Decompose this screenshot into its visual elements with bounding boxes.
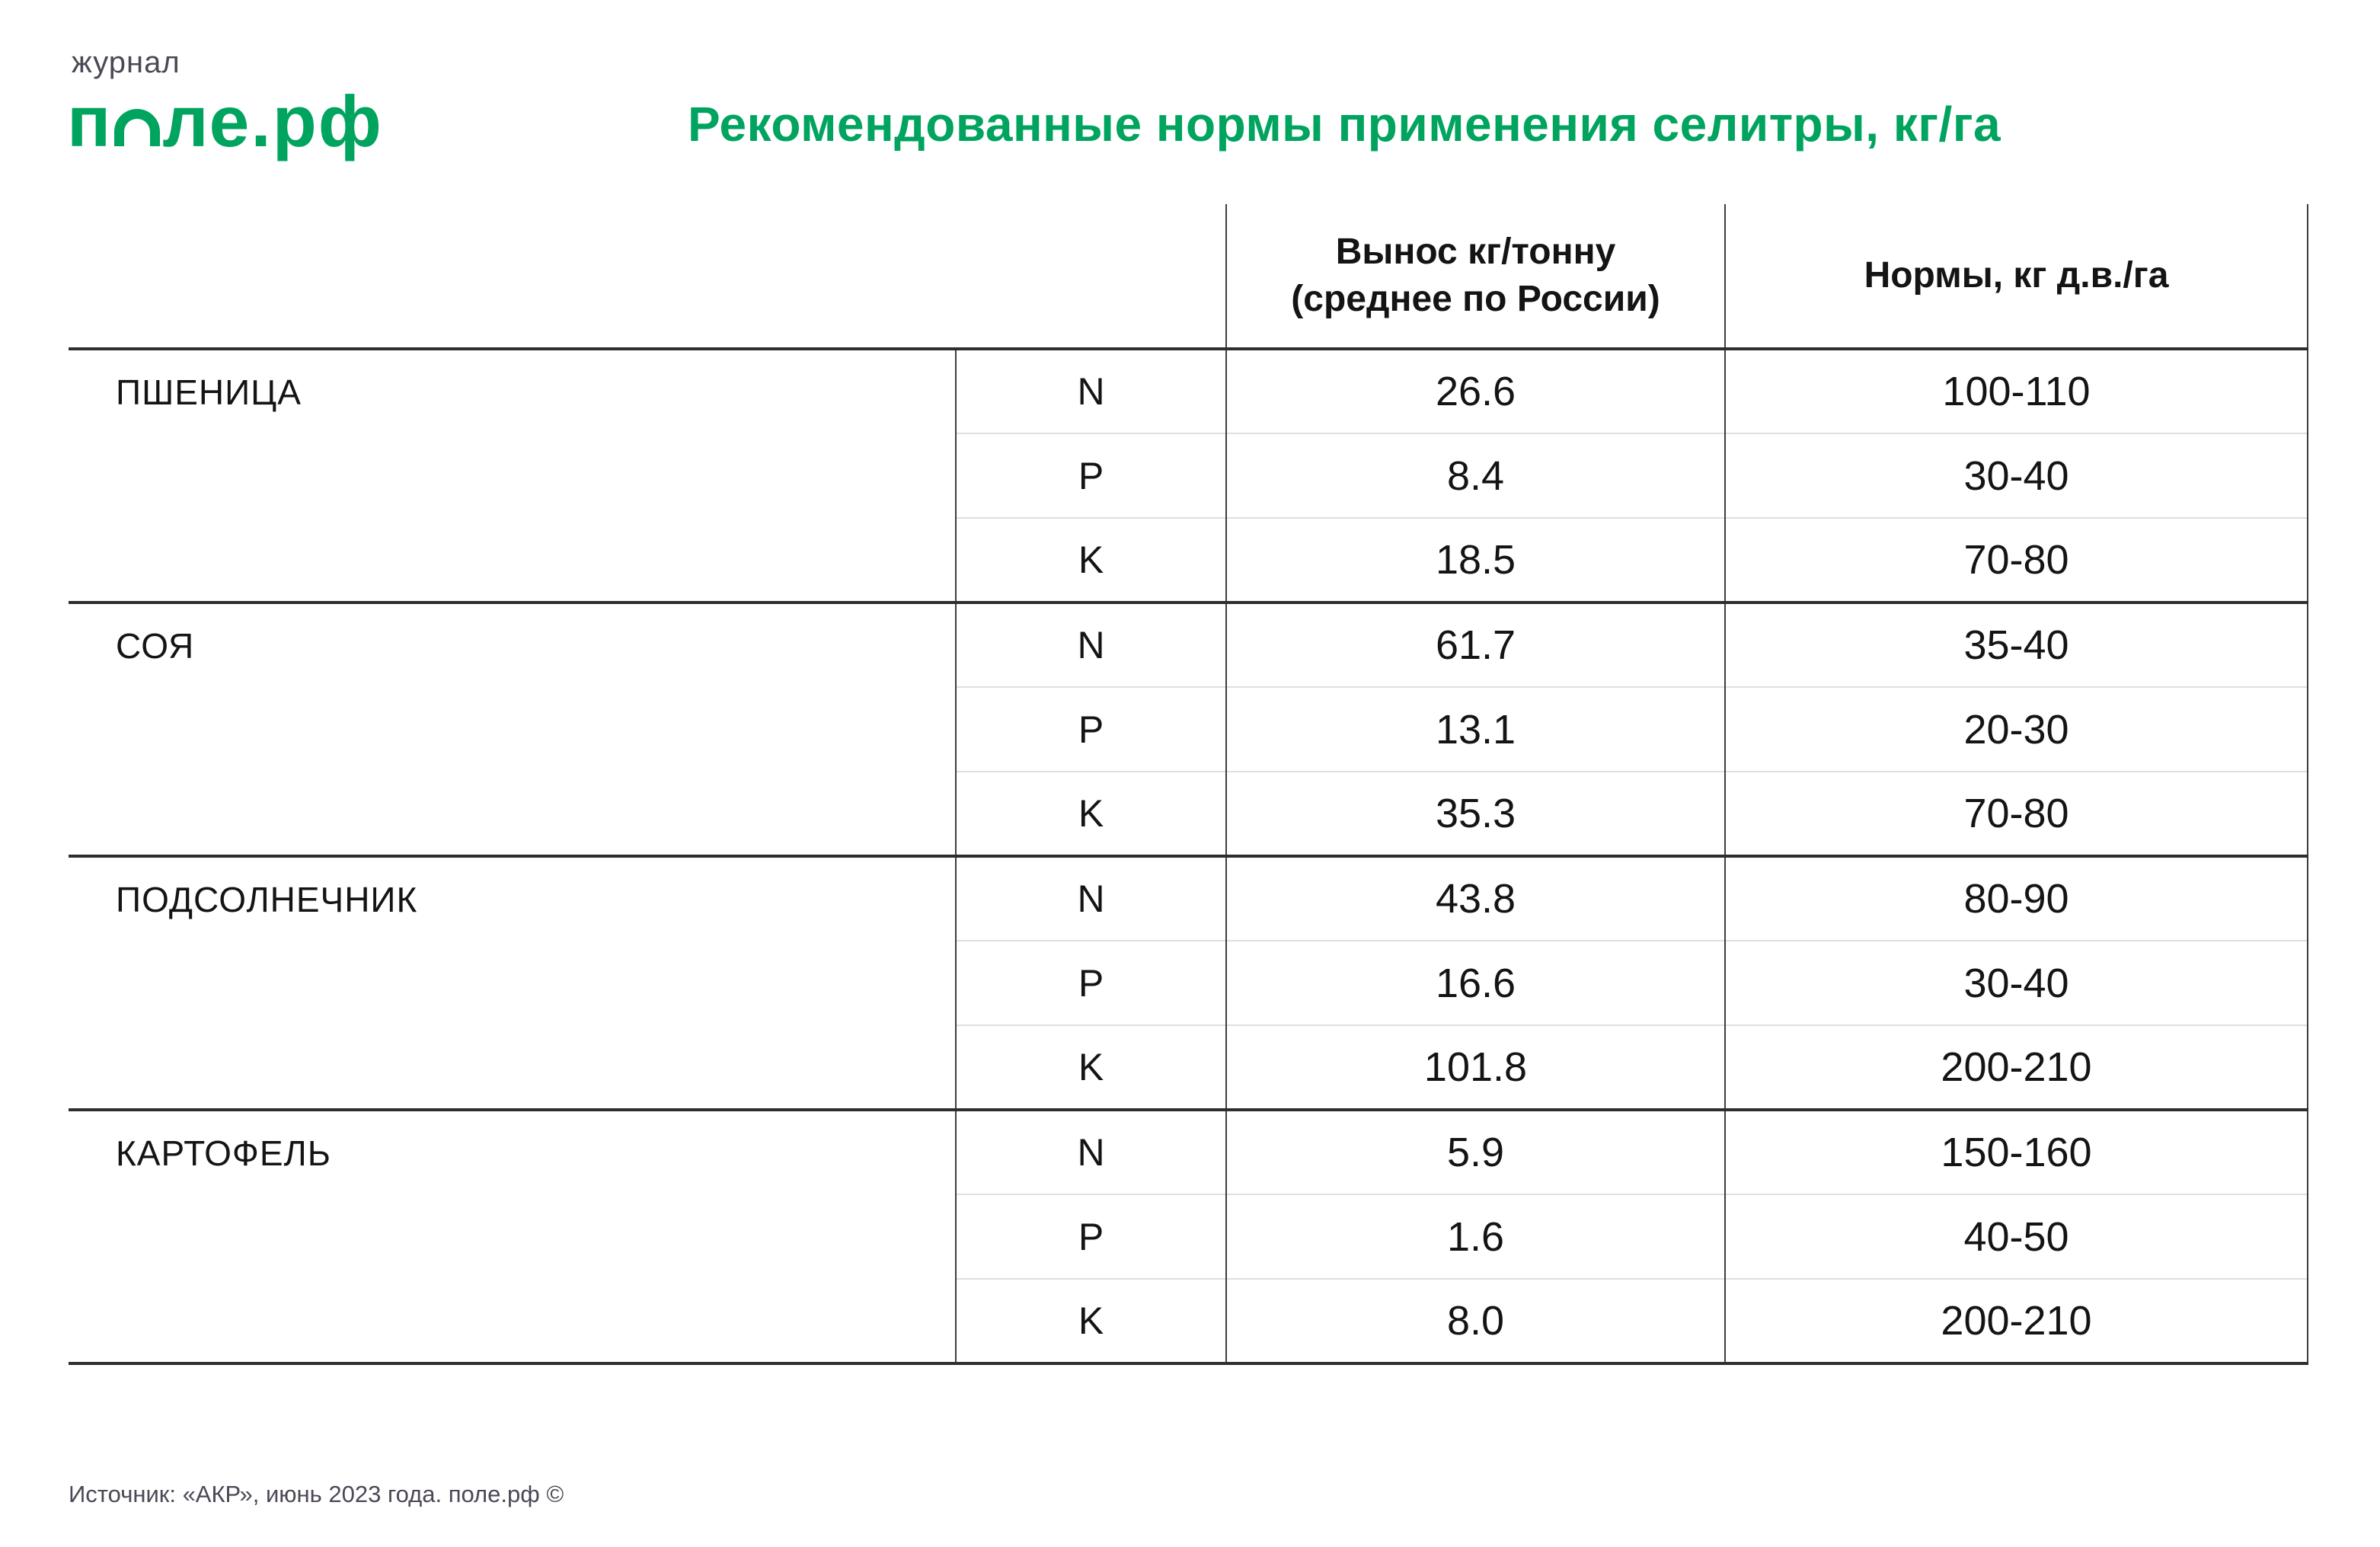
removal-value-cell: 18.5: [1225, 517, 1725, 604]
table-row: КАРТОФЕЛЬ N 5.9 150-160: [69, 1110, 2308, 1365]
norm-value-cell: 20-30: [1724, 686, 2308, 772]
norm-value-cell: 100-110: [1724, 349, 2308, 433]
norm-value-cell: 200-210: [1724, 1024, 2308, 1111]
norm-value-cell: 150-160: [1724, 1110, 2308, 1194]
element-cell: N: [955, 856, 1226, 941]
element-cell: P: [955, 433, 1226, 518]
removal-value-cell: 5.9: [1225, 1110, 1725, 1194]
removal-value-cell: 35.3: [1225, 771, 1725, 858]
brand-logo: журнал п ле.рф: [67, 46, 383, 161]
element-cell: P: [955, 940, 1226, 1025]
removal-value-cell: 8.0: [1225, 1278, 1725, 1365]
table-row: СОЯ N 61.7 35-40: [69, 602, 2308, 858]
element-cell: K: [955, 1024, 1226, 1111]
empty-header-cell: [69, 204, 1226, 350]
element-cell: K: [955, 517, 1226, 604]
col-header-removal: Вынос кг/тонну (среднее по России): [1225, 204, 1725, 350]
table-row: P 13.1 20-30: [69, 686, 2308, 772]
norm-value-cell: 70-80: [1724, 517, 2308, 604]
removal-value-cell: 43.8: [1225, 856, 1725, 941]
removal-value-cell: 1.6: [1225, 1194, 1725, 1279]
table-header: Вынос кг/тонну (среднее по России) Нормы…: [69, 204, 2308, 350]
removal-value-cell: 13.1: [1225, 686, 1725, 772]
element-cell: P: [955, 686, 1226, 772]
logo-o-arch-icon: [114, 109, 161, 146]
removal-value-cell: 101.8: [1225, 1024, 1725, 1111]
table-row: K 35.3 70-80: [69, 771, 2308, 858]
element-cell: N: [955, 1110, 1226, 1194]
element-cell: K: [955, 771, 1226, 858]
element-cell: N: [955, 349, 1226, 433]
norm-value-cell: 30-40: [1724, 940, 2308, 1025]
table-row: ПШЕНИЦА N 26.6 100-110: [69, 349, 2308, 604]
source-note: Источник: «АКР», июнь 2023 года. поле.рф…: [69, 1481, 564, 1507]
logo-kicker: журнал: [72, 46, 180, 79]
crop-name: ПШЕНИЦА: [69, 349, 956, 604]
logo-wordmark-suffix: ле.рф: [162, 82, 383, 162]
norms-table: Вынос кг/тонну (среднее по России) Нормы…: [69, 204, 2308, 1365]
removal-value-cell: 16.6: [1225, 940, 1725, 1025]
table-row: K 101.8 200-210: [69, 1024, 2308, 1111]
table-row: P 1.6 40-50: [69, 1194, 2308, 1279]
norm-value-cell: 30-40: [1724, 433, 2308, 518]
table-row: K 8.0 200-210: [69, 1278, 2308, 1365]
page-title: Рекомендованные нормы применения селитры…: [687, 97, 2001, 152]
removal-value-cell: 61.7: [1225, 602, 1725, 687]
element-cell: K: [955, 1278, 1226, 1365]
removal-value-cell: 8.4: [1225, 433, 1725, 518]
table-row: P 16.6 30-40: [69, 940, 2308, 1025]
norm-value-cell: 40-50: [1724, 1194, 2308, 1279]
removal-value-cell: 26.6: [1225, 349, 1725, 433]
col-header-norms: Нормы, кг д.в./га: [1724, 204, 2308, 350]
table-row: P 8.4 30-40: [69, 433, 2308, 518]
table-row: ПОДСОЛНЕЧНИК N 43.8 80-90: [69, 856, 2308, 1111]
table-row: K 18.5 70-80: [69, 517, 2308, 604]
logo-wordmark: п ле.рф: [67, 82, 383, 162]
crop-name: ПОДСОЛНЕЧНИК: [69, 856, 956, 1111]
norm-value-cell: 70-80: [1724, 771, 2308, 858]
norm-value-cell: 200-210: [1724, 1278, 2308, 1365]
norm-value-cell: 80-90: [1724, 856, 2308, 941]
element-cell: P: [955, 1194, 1226, 1279]
norm-value-cell: 35-40: [1724, 602, 2308, 687]
logo-wordmark-prefix: п: [67, 82, 113, 162]
element-cell: N: [955, 602, 1226, 687]
crop-name: СОЯ: [69, 602, 956, 858]
crop-name: КАРТОФЕЛЬ: [69, 1110, 956, 1365]
